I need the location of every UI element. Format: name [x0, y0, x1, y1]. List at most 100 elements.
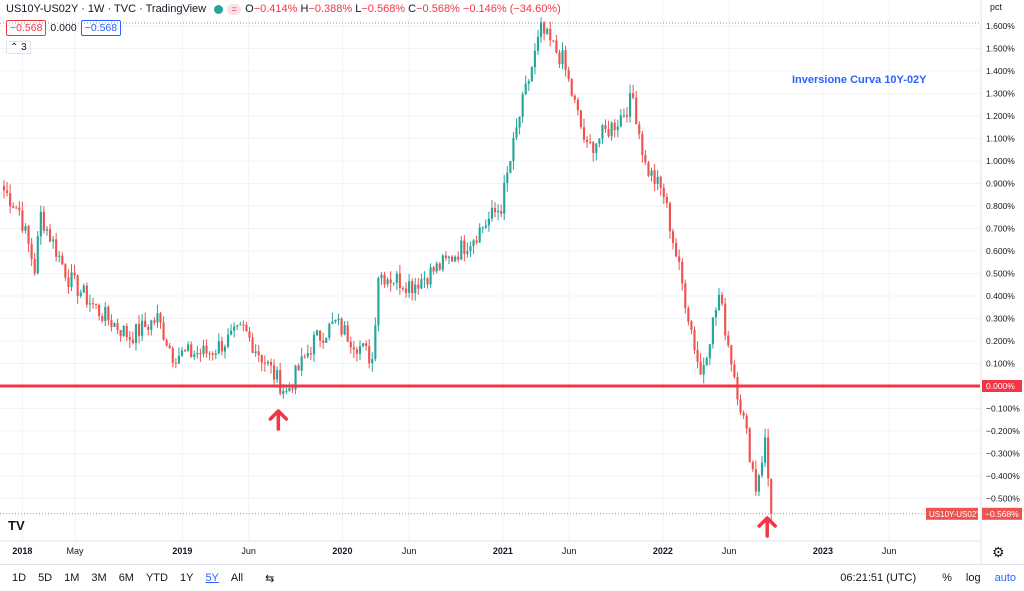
- up-arrow-marker[interactable]: [757, 516, 777, 538]
- candle-body: [392, 282, 395, 284]
- gear-icon[interactable]: ⚙: [992, 544, 1005, 560]
- range-button-3m[interactable]: 3M: [91, 572, 107, 584]
- log-toggle[interactable]: log: [965, 572, 981, 584]
- candle-body: [481, 227, 484, 229]
- collapse-indicators-button[interactable]: ⌃ 3: [6, 41, 31, 54]
- candle-body: [730, 345, 733, 365]
- candle-body: [426, 278, 429, 285]
- candle-body: [721, 294, 724, 304]
- candle-body: [527, 81, 530, 84]
- auto-toggle[interactable]: auto: [994, 572, 1016, 584]
- price-tick-label: −0.300%: [986, 449, 1020, 459]
- range-button-5d[interactable]: 5D: [38, 572, 53, 584]
- candle-body: [530, 67, 533, 82]
- annotation-text[interactable]: Inversione Curva 10Y-02Y: [792, 74, 927, 86]
- candle-body: [653, 170, 656, 185]
- candle-body: [598, 138, 601, 144]
- candle-body: [411, 281, 414, 294]
- candle-body: [675, 242, 678, 257]
- candle-body: [282, 391, 285, 394]
- candle-body: [681, 261, 684, 284]
- time-tick-label: Jun: [241, 546, 256, 556]
- candle-body: [15, 207, 18, 209]
- candle-body: [469, 246, 472, 252]
- candle-body: [39, 211, 42, 237]
- chart-canvas[interactable]: pct 1.600% 1.500% 1.400% 1.300% 1.200% 1.100% 1…: [0, 0, 1024, 564]
- range-button-ytd[interactable]: YTD: [145, 572, 168, 584]
- time-tick-label: May: [67, 546, 85, 556]
- candle-body: [447, 256, 451, 258]
- candle-body: [460, 240, 463, 260]
- equals-flag-icon[interactable]: =: [227, 3, 242, 15]
- range-button-6m[interactable]: 6M: [118, 572, 134, 584]
- candle-body: [607, 128, 610, 137]
- price-tick-label: 0.700%: [986, 224, 1015, 234]
- candle-body: [183, 350, 187, 352]
- candle-body: [586, 139, 589, 143]
- ohlc-values: O−0.414% H−0.388% L−0.568% C−0.568% −0.1…: [245, 3, 561, 15]
- candle-body: [171, 348, 174, 363]
- candle-body: [638, 124, 641, 134]
- candle-body: [70, 272, 73, 288]
- price-axis[interactable]: pct 1.600% 1.500% 1.400% 1.300% 1.200% 1.100% 1…: [926, 2, 1022, 520]
- candle-body: [165, 340, 168, 346]
- candle-body: [644, 155, 647, 163]
- sell-button[interactable]: −0.568: [6, 20, 47, 36]
- candle-body: [708, 344, 711, 359]
- candle-body: [242, 324, 245, 326]
- candle-body: [312, 335, 316, 355]
- candle-body: [334, 319, 337, 322]
- candle-body: [742, 412, 745, 416]
- candle-body: [490, 207, 494, 219]
- candle-body: [85, 285, 88, 305]
- candle-body: [33, 259, 36, 274]
- candle-body: [128, 337, 131, 340]
- candle-body: [147, 327, 150, 330]
- up-arrow-marker[interactable]: [268, 409, 289, 431]
- time-axis[interactable]: 2018 May 2019 Jun 2020 Jun 2021 Jun 2022 Jun 2023 J…: [12, 546, 896, 556]
- candle-body: [435, 263, 438, 272]
- price-tick-label: 1.600%: [986, 21, 1015, 31]
- candle-body: [24, 226, 27, 231]
- candle-body: [546, 28, 549, 34]
- candle-body: [180, 350, 184, 356]
- candle-body: [650, 170, 653, 176]
- compare-icon[interactable]: ⇆: [265, 572, 275, 585]
- candle-body: [371, 359, 374, 364]
- candle-body: [137, 323, 141, 336]
- candle-body: [717, 294, 721, 311]
- range-button-1d[interactable]: 1D: [12, 572, 27, 584]
- candle-body: [552, 40, 555, 42]
- candle-body: [693, 330, 696, 350]
- candle-body: [340, 318, 343, 335]
- time-tick-label: Jun: [562, 546, 577, 556]
- candle-body: [512, 137, 515, 162]
- candle-body: [276, 370, 279, 380]
- range-button-all[interactable]: All: [230, 572, 244, 584]
- candle-body: [770, 479, 773, 514]
- price-tick-label: −0.500%: [986, 494, 1020, 504]
- symbol-title[interactable]: US10Y-US02Y · 1W · TVC · TradingView: [6, 3, 207, 15]
- candle-body: [515, 127, 518, 138]
- candle-body: [141, 320, 144, 336]
- candle-body: [45, 229, 49, 231]
- time-tick-label: Jun: [402, 546, 417, 556]
- candle-body: [174, 362, 177, 364]
- range-button-1m[interactable]: 1M: [64, 572, 80, 584]
- tradingview-logo-icon[interactable]: TV: [8, 518, 25, 533]
- range-button-5y[interactable]: 5Y: [205, 572, 219, 584]
- price-tick-label: 1.500%: [986, 44, 1015, 54]
- candle-body: [751, 462, 754, 470]
- candle-body: [220, 341, 223, 352]
- candle-body: [285, 391, 288, 393]
- candle-body: [245, 324, 248, 332]
- candle-body: [73, 272, 76, 276]
- price-tick-label: 1.400%: [986, 66, 1015, 76]
- buy-button[interactable]: −0.568: [80, 20, 122, 36]
- clock-time[interactable]: 06:21:51 (UTC): [840, 572, 917, 584]
- percent-toggle[interactable]: %: [942, 572, 952, 584]
- range-button-1y[interactable]: 1Y: [179, 572, 194, 584]
- candle-body: [162, 322, 165, 341]
- time-tick-label: 2021: [493, 546, 513, 556]
- candle-body: [64, 264, 67, 278]
